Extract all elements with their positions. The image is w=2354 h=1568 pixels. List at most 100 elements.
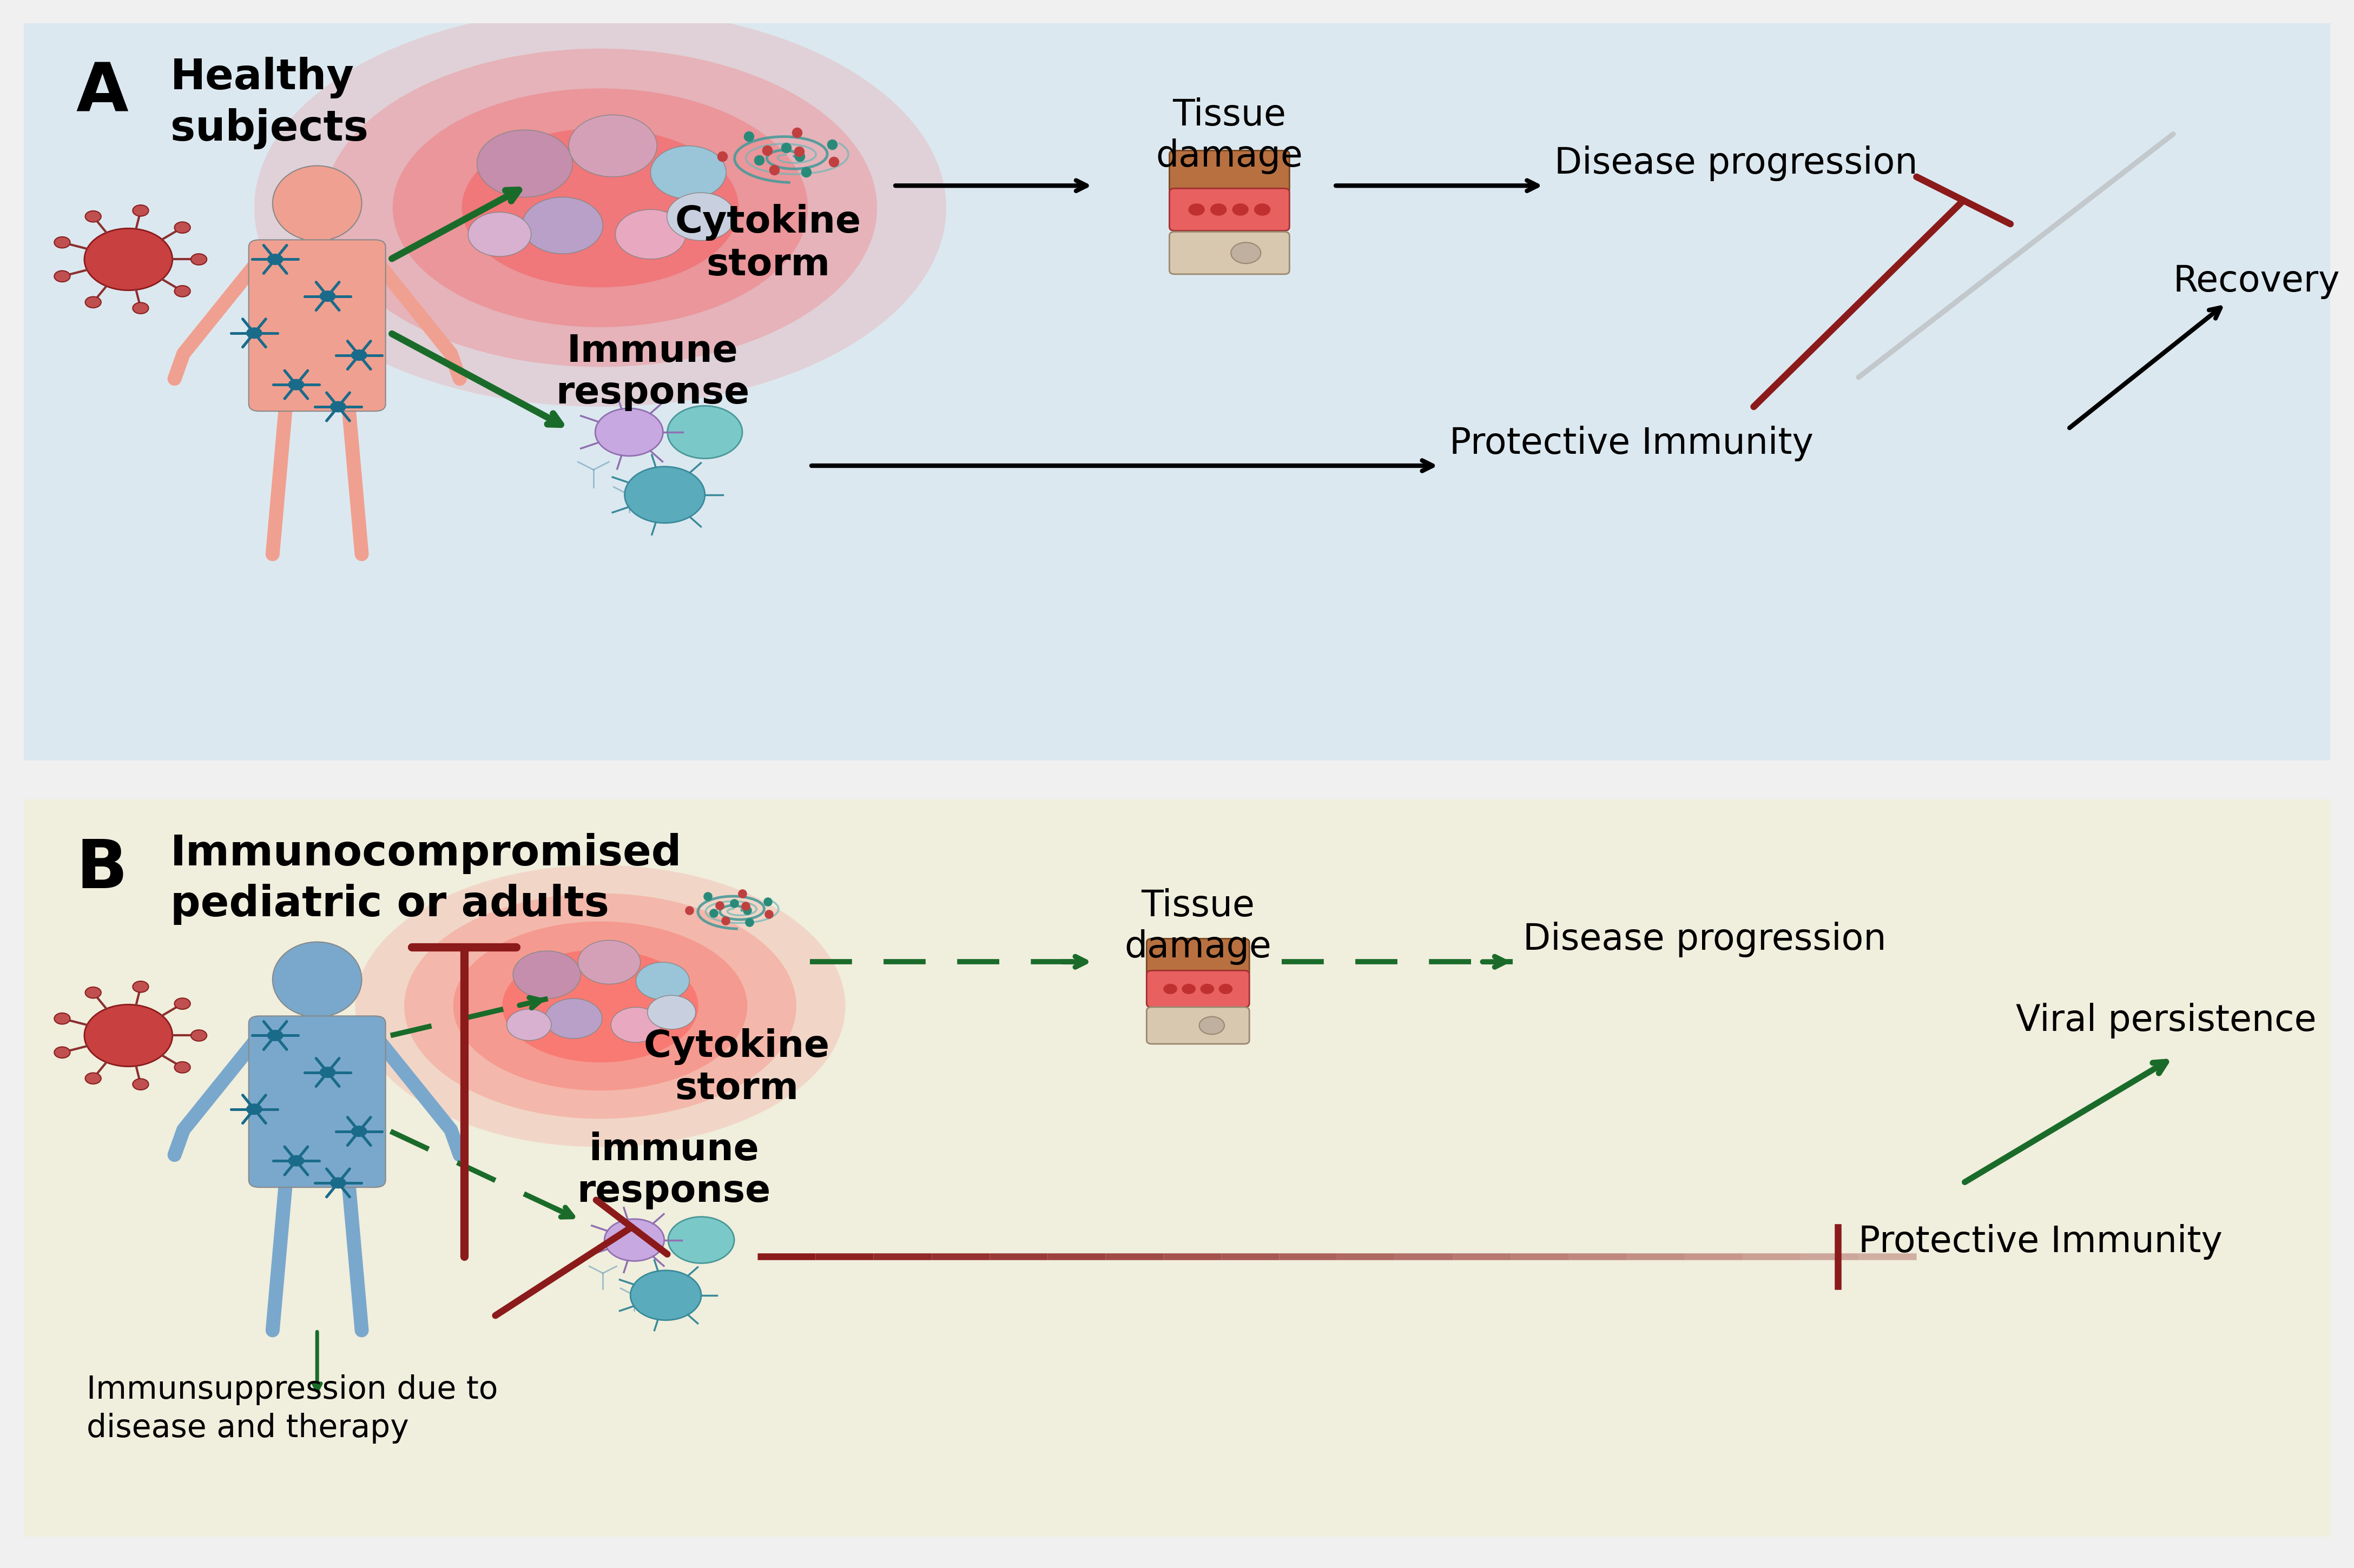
Point xyxy=(706,908,744,933)
Circle shape xyxy=(506,1010,551,1041)
Circle shape xyxy=(174,285,191,296)
Circle shape xyxy=(1231,243,1262,263)
Circle shape xyxy=(570,114,657,177)
Point xyxy=(782,144,819,169)
Point xyxy=(749,889,786,914)
FancyBboxPatch shape xyxy=(19,797,2335,1540)
FancyBboxPatch shape xyxy=(1146,1007,1250,1044)
Point xyxy=(751,902,789,927)
Text: Viral persistence: Viral persistence xyxy=(2015,1004,2316,1038)
Circle shape xyxy=(247,1104,261,1115)
Text: Tissue
damage: Tissue damage xyxy=(1125,887,1271,966)
FancyBboxPatch shape xyxy=(19,20,2335,764)
Point xyxy=(742,147,779,172)
Circle shape xyxy=(1198,1016,1224,1035)
Circle shape xyxy=(647,996,697,1029)
Circle shape xyxy=(351,1126,367,1137)
Text: A: A xyxy=(75,60,129,125)
Point xyxy=(730,909,767,935)
Ellipse shape xyxy=(461,129,739,287)
Ellipse shape xyxy=(405,894,796,1120)
FancyBboxPatch shape xyxy=(1146,971,1250,1007)
Ellipse shape xyxy=(454,922,746,1091)
Circle shape xyxy=(85,986,101,999)
Text: Immune
response: Immune response xyxy=(556,332,749,411)
Circle shape xyxy=(612,1007,661,1043)
Circle shape xyxy=(669,406,742,458)
Point xyxy=(756,157,793,182)
Circle shape xyxy=(546,999,603,1038)
Circle shape xyxy=(85,1073,101,1083)
Point xyxy=(723,881,760,906)
Point xyxy=(690,884,727,909)
Circle shape xyxy=(54,271,71,282)
Ellipse shape xyxy=(273,166,363,241)
Text: Tissue
damage: Tissue damage xyxy=(1156,97,1304,174)
Ellipse shape xyxy=(322,49,878,367)
Text: Disease progression: Disease progression xyxy=(1554,146,1919,182)
Text: Disease progression: Disease progression xyxy=(1523,922,1886,958)
Point xyxy=(701,894,739,919)
FancyBboxPatch shape xyxy=(250,1016,386,1187)
Circle shape xyxy=(596,408,664,456)
Point xyxy=(782,138,819,163)
Point xyxy=(814,132,852,157)
Ellipse shape xyxy=(254,9,946,406)
Text: B: B xyxy=(75,837,127,902)
Point xyxy=(671,897,709,922)
FancyBboxPatch shape xyxy=(1170,151,1290,193)
Circle shape xyxy=(247,328,261,339)
Circle shape xyxy=(85,210,101,223)
Circle shape xyxy=(54,1013,71,1024)
FancyBboxPatch shape xyxy=(250,240,386,411)
Point xyxy=(727,894,765,919)
Ellipse shape xyxy=(1182,983,1196,994)
Circle shape xyxy=(513,950,581,999)
Circle shape xyxy=(191,1030,207,1041)
Circle shape xyxy=(85,229,172,290)
Circle shape xyxy=(132,303,148,314)
Point xyxy=(704,144,742,169)
Text: Healthy
subjects: Healthy subjects xyxy=(169,56,367,149)
Circle shape xyxy=(636,963,690,1000)
Circle shape xyxy=(174,1062,191,1073)
Point xyxy=(749,138,786,163)
Point xyxy=(814,149,852,174)
Circle shape xyxy=(287,1156,304,1167)
Point xyxy=(779,121,817,146)
Circle shape xyxy=(174,223,191,234)
Point xyxy=(727,897,765,922)
Circle shape xyxy=(320,1066,337,1079)
Text: Immunsuppression due to
disease and therapy: Immunsuppression due to disease and ther… xyxy=(87,1375,499,1444)
Ellipse shape xyxy=(355,866,845,1146)
Ellipse shape xyxy=(1219,983,1233,994)
Circle shape xyxy=(266,254,282,265)
Point xyxy=(730,124,767,149)
Point xyxy=(716,891,753,916)
Text: immune
response: immune response xyxy=(577,1132,770,1209)
Circle shape xyxy=(614,210,685,259)
Point xyxy=(767,135,805,160)
Circle shape xyxy=(669,1217,734,1264)
Point xyxy=(786,160,824,185)
Circle shape xyxy=(132,1079,148,1090)
Text: Cytokine
storm: Cytokine storm xyxy=(676,204,862,282)
Circle shape xyxy=(624,467,704,524)
Point xyxy=(694,900,732,925)
Circle shape xyxy=(132,205,148,216)
FancyBboxPatch shape xyxy=(304,216,330,248)
Circle shape xyxy=(85,1005,172,1066)
Ellipse shape xyxy=(1201,983,1215,994)
FancyBboxPatch shape xyxy=(1146,939,1250,975)
Circle shape xyxy=(523,198,603,254)
Circle shape xyxy=(54,1047,71,1058)
Circle shape xyxy=(85,296,101,307)
Circle shape xyxy=(174,999,191,1010)
Ellipse shape xyxy=(501,950,699,1063)
Text: Protective Immunity: Protective Immunity xyxy=(1860,1225,2222,1259)
Circle shape xyxy=(605,1218,664,1261)
Ellipse shape xyxy=(1255,204,1271,216)
Circle shape xyxy=(330,1178,346,1189)
Circle shape xyxy=(666,193,734,240)
Circle shape xyxy=(478,130,572,198)
